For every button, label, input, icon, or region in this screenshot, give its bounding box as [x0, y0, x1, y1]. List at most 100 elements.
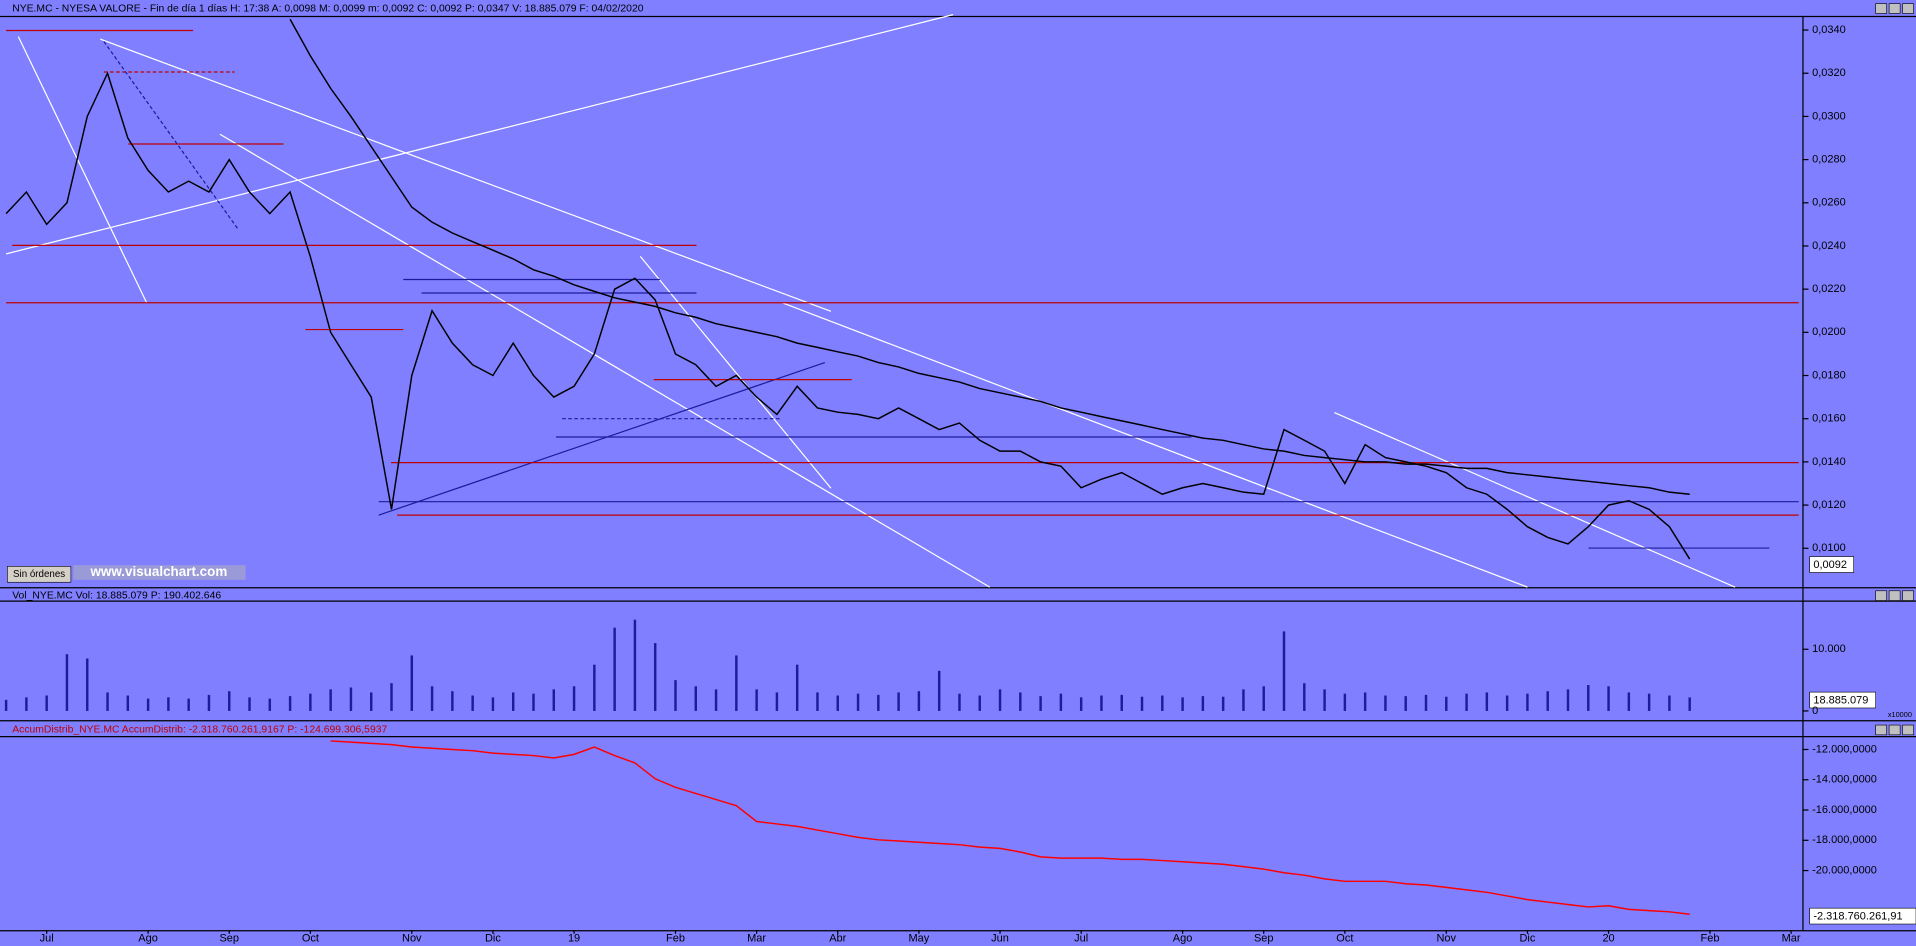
volume-bar [917, 691, 921, 711]
y-tick-label: 0,0320 [1812, 67, 1846, 79]
last-volume: 18.885.079 [1813, 695, 1868, 707]
volume-bar [1059, 693, 1063, 711]
drawing-tools [5, 14, 1799, 588]
y-tick-label: 0,0260 [1812, 197, 1846, 209]
volume-bar [1668, 695, 1671, 711]
volume-bar [1079, 697, 1083, 711]
volume-bar [329, 689, 332, 711]
volume-bar [1465, 693, 1468, 711]
last-price: 0,0092 [1813, 559, 1847, 571]
y-tick-label: 0,0220 [1812, 283, 1846, 295]
y-tick-label: 10.000 [1812, 643, 1846, 655]
volume-bar [1221, 696, 1225, 711]
volume-bar [1424, 694, 1428, 711]
orders-button[interactable] [7, 566, 72, 583]
x-tick-label: Mar [1782, 933, 1801, 945]
y-tick-label: 0,0140 [1812, 456, 1846, 468]
y-tick-label: -14.000,0000 [1812, 774, 1877, 786]
volume-bar [187, 698, 190, 711]
last-price-box [1809, 556, 1854, 573]
data-line [330, 740, 1690, 915]
volume-bar [491, 697, 495, 711]
y-tick-label: 0,0200 [1812, 326, 1846, 338]
x-tick-label: Jul [1074, 933, 1088, 945]
volume-bar [167, 697, 170, 711]
watermark-box [73, 565, 246, 580]
volume-bar [775, 692, 779, 711]
volume-bar [390, 683, 393, 711]
volume-bar [958, 693, 961, 711]
volume-bar [1282, 631, 1286, 711]
volume-bar [1039, 696, 1042, 711]
volume-bar [1607, 686, 1610, 711]
x-tick-label: Abr [829, 933, 846, 945]
volume-bar [1323, 689, 1326, 711]
x-tick-label: Nov [402, 933, 422, 945]
volume-bar [613, 627, 616, 711]
volume-bar [978, 695, 981, 711]
data-line [289, 18, 1690, 495]
y-tick-label: -18.000,0000 [1812, 834, 1877, 846]
volume-bar [593, 664, 596, 711]
last-volume-box [1809, 691, 1876, 709]
volume-header: Vol_NYE.MC Vol: 18.885.079 P: 190.402.64… [12, 590, 221, 601]
volume-bar [1566, 689, 1570, 711]
volume-bar [25, 697, 28, 711]
data-line [5, 71, 1691, 560]
y-tick-label: 0,0300 [1812, 110, 1846, 122]
volume-bar [816, 692, 819, 711]
volume-bar [856, 693, 860, 711]
x-tick-label: Ago [1173, 933, 1193, 945]
volume-bar [1627, 692, 1631, 711]
volume-bar [1647, 693, 1651, 711]
volume-bar [248, 697, 251, 711]
volume-bar [1120, 694, 1123, 711]
volume-bar [1201, 696, 1205, 711]
y-tick-label: 0,0240 [1812, 240, 1846, 252]
orders-button-label[interactable]: Sin órdenes [13, 569, 65, 580]
y-tick-label: 0,0180 [1812, 369, 1846, 381]
x-tick-label: Sep [219, 933, 239, 945]
volume-bar [1303, 683, 1306, 711]
price-header: NYE.MC - NYESA VALORE - Fin de día 1 día… [12, 3, 644, 14]
volume-bar [1384, 695, 1387, 711]
x-tick-label: Mar [747, 933, 766, 945]
volume-bar [1262, 686, 1265, 711]
volume-bar [1343, 693, 1347, 711]
y-tick-label: 0,0120 [1812, 499, 1846, 511]
y-tick-label: -20.000,0000 [1812, 864, 1877, 876]
y-tick-label: 0,0100 [1812, 542, 1846, 554]
x-tick-label: 19 [568, 933, 580, 945]
volume-bar [207, 694, 211, 711]
volume-bar [1445, 696, 1448, 711]
volume-bar [65, 654, 69, 711]
y-tick-label: 0,0160 [1812, 413, 1846, 425]
volume-bar [1546, 691, 1549, 711]
volume-bar [288, 696, 292, 711]
volume-bar [877, 694, 880, 711]
volume-bar [755, 689, 758, 711]
frames [0, 15, 1916, 932]
volume-bar [572, 686, 576, 711]
x-tick-label: May [909, 933, 930, 945]
window-buttons[interactable] [1875, 3, 1914, 736]
x-tick-label: Oct [1336, 933, 1353, 945]
volume-bar [552, 689, 556, 711]
volume-scale: x10000 [1888, 710, 1912, 719]
volume-bar [228, 691, 231, 711]
volume-bar [1242, 689, 1245, 711]
volume-bar [268, 698, 272, 711]
volume-bar [370, 692, 373, 711]
y-tick-label: 0,0340 [1812, 24, 1846, 36]
volume-bar [1140, 696, 1144, 711]
x-tick-label: Sep [1254, 933, 1274, 945]
last-accum: -2.318.760.261,91 [1813, 911, 1902, 923]
x-tick-label: Feb [666, 933, 685, 945]
volume-bar [1161, 695, 1164, 711]
volume-bar [1526, 693, 1529, 711]
volume-bar [511, 692, 515, 711]
x-tick-label: Dic [1519, 933, 1535, 945]
volume-bar [45, 695, 48, 711]
